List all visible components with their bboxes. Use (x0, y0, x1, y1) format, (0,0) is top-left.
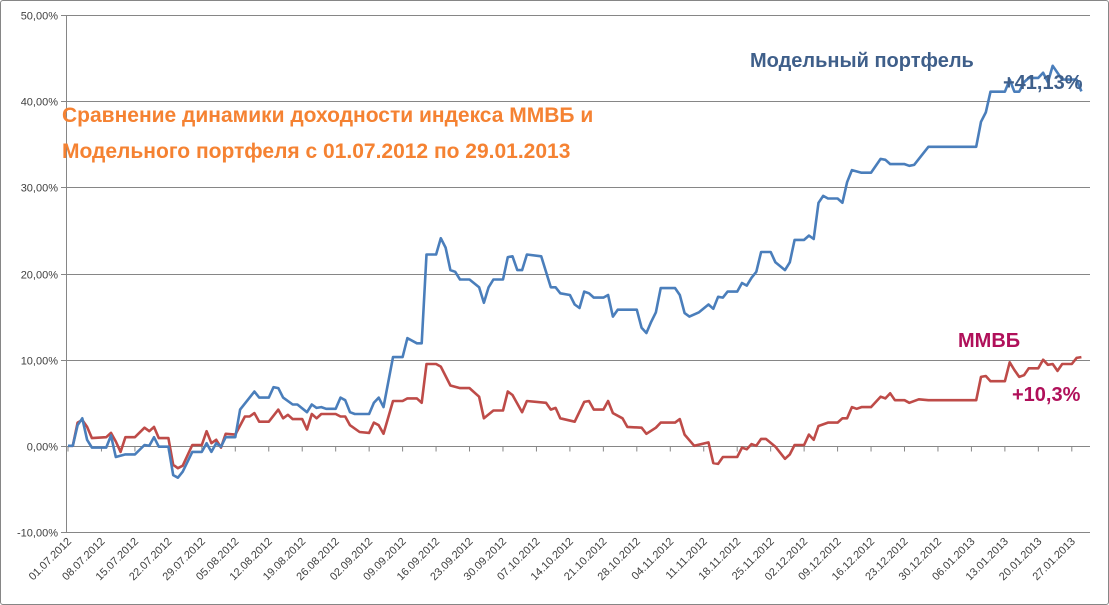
portfolio-series-label: Модельный портфель (750, 50, 974, 72)
chart-title-line-1: Сравнение динамики доходности индекса ММ… (62, 104, 594, 127)
chart-title: Сравнение динамики доходности индекса ММ… (62, 98, 593, 170)
gridlines (61, 15, 1090, 533)
chart-title-line-2: Модельного портфеля с 01.07.2012 по 29.0… (62, 140, 571, 163)
portfolio-series-line (68, 64, 1083, 480)
series-lines (68, 64, 1083, 480)
y-tick-label: -10,00% (17, 528, 58, 540)
index-final-value: +10,3% (1012, 384, 1081, 406)
y-tick-label: 30,00% (21, 183, 59, 195)
y-tick-label: 20,00% (21, 270, 59, 282)
y-axis-ticks: -10,00% 0,00% 10,00% 20,00% 30,00% 40,00% 50,0… (17, 11, 58, 540)
index-series-line (68, 355, 1082, 470)
y-tick-label: 50,00% (21, 11, 59, 23)
portfolio-final-value: +41,13% (1003, 72, 1083, 94)
y-tick-label: 40,00% (21, 97, 59, 109)
index-series-label: ММВБ (958, 330, 1021, 352)
y-tick-label: 10,00% (21, 356, 59, 368)
y-tick-label: 0,00% (27, 442, 58, 454)
